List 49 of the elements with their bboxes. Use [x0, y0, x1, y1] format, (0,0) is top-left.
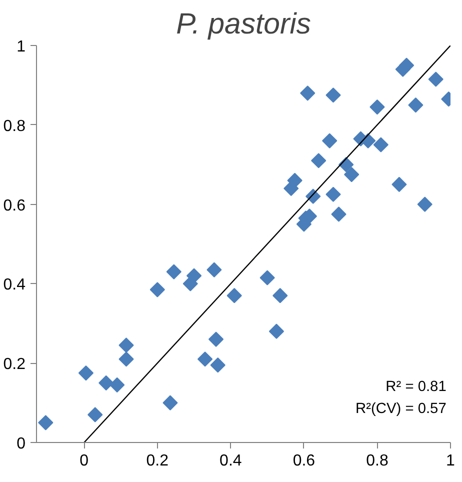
- y-tick-label: 1: [16, 38, 26, 56]
- point: [98, 375, 114, 391]
- x-tick-label: 0: [80, 452, 89, 470]
- annotation: R²(CV) = 0.57: [356, 400, 446, 417]
- point: [268, 324, 284, 339]
- point: [110, 377, 125, 393]
- point: [326, 88, 341, 103]
- point: [398, 58, 414, 73]
- point: [210, 358, 226, 373]
- point: [118, 338, 134, 353]
- point: [186, 268, 202, 284]
- point: [272, 288, 288, 304]
- point: [311, 153, 326, 168]
- y-tick-label: 0.8: [3, 118, 26, 135]
- point: [322, 133, 338, 148]
- point: [331, 206, 346, 222]
- x-tick-label: 0.6: [292, 452, 316, 470]
- point: [38, 415, 54, 430]
- point: [206, 262, 222, 278]
- point: [118, 352, 134, 367]
- x-tick-label: 1: [446, 452, 456, 470]
- y-tick-label: 0.6: [3, 197, 26, 214]
- chart-title: P. pastoris: [176, 8, 312, 40]
- point: [226, 288, 242, 304]
- point: [408, 97, 424, 113]
- point: [392, 176, 407, 192]
- point: [284, 180, 299, 196]
- point: [373, 137, 388, 152]
- point: [300, 86, 316, 101]
- x-tick-label: 0.8: [366, 452, 388, 470]
- annotation: R² = 0.81: [386, 378, 446, 395]
- point: [166, 264, 182, 280]
- point: [197, 352, 213, 367]
- point: [150, 282, 165, 298]
- x-tick-label: 0.4: [220, 452, 242, 470]
- x-tick-label: 0.2: [146, 452, 169, 470]
- point: [417, 196, 432, 212]
- point: [208, 332, 224, 347]
- point: [428, 72, 444, 87]
- point: [344, 166, 360, 182]
- point: [260, 270, 275, 286]
- y-tick-label: 0: [16, 436, 26, 452]
- y-tick-label: 0.4: [3, 276, 26, 294]
- point: [370, 99, 385, 115]
- y-tick-label: 0.2: [3, 356, 26, 374]
- point: [78, 365, 94, 381]
- point: [88, 407, 103, 422]
- point: [326, 186, 341, 202]
- point: [162, 395, 178, 410]
